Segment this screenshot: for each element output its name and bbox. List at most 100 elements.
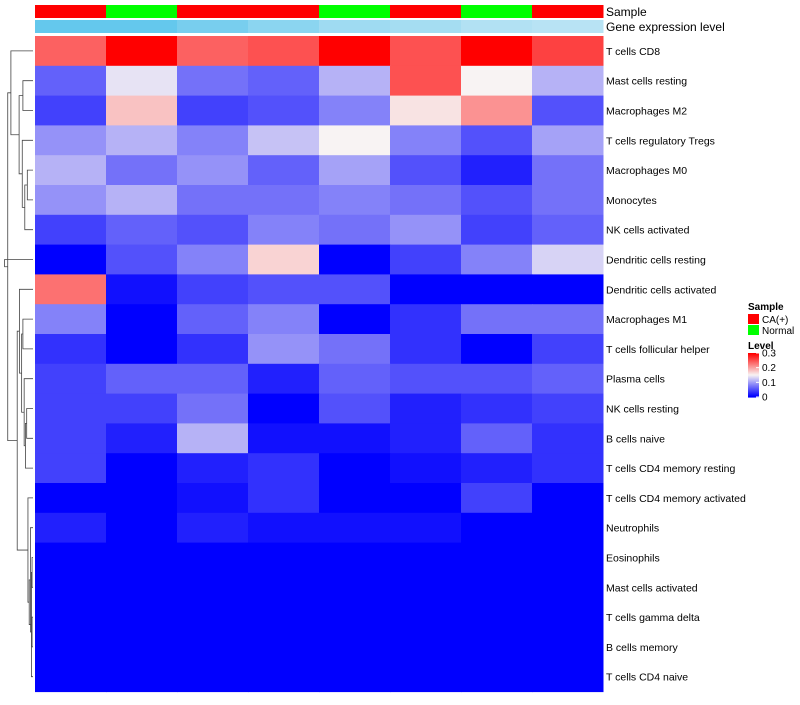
legend-tick-label: 0.2 (762, 363, 776, 374)
heatmap-cell (177, 65, 249, 97)
heatmap-cell (248, 572, 320, 603)
legend-gradient-step (748, 373, 759, 375)
heatmap-cell (248, 185, 320, 216)
heatmap-cell (319, 36, 391, 67)
dendrogram-branch (25, 423, 33, 469)
heatmap-cell (390, 602, 462, 633)
heatmap-cell (106, 453, 178, 484)
heatmap-cell (106, 185, 178, 216)
heatmap-cell (390, 65, 462, 97)
heatmap-cell (106, 423, 178, 454)
heatmap-cell (248, 542, 320, 573)
legend-gradient-step (748, 395, 759, 397)
heatmap-cell (248, 453, 320, 484)
heatmap-cell (106, 661, 178, 693)
heatmap-cell (390, 423, 462, 454)
legend-gradient-step (748, 361, 759, 363)
heatmap-cell (248, 65, 320, 97)
heatmap-cell (248, 304, 320, 335)
dendrogram-branch (27, 497, 33, 603)
row-label: T cells follicular helper (606, 344, 710, 356)
legend-gradient-step (748, 355, 759, 357)
heatmap-cell (461, 304, 533, 335)
legend-gradient-step (748, 358, 759, 360)
heatmap-cell (532, 632, 604, 663)
heatmap-cell (319, 304, 391, 335)
legend-gradient-step (748, 382, 759, 384)
row-label: Macrophages M2 (606, 106, 687, 118)
row-label: T cells CD4 naive (606, 672, 688, 684)
legend-gradient-step (748, 363, 759, 365)
heatmap-cell (35, 572, 107, 603)
dendrogram-branch (19, 288, 33, 374)
legend-gradient-step (748, 364, 759, 366)
heatmap-cell (461, 602, 533, 633)
heatmap-cell (390, 453, 462, 484)
dendrogram-branch (26, 169, 33, 201)
dendrogram-branch (30, 527, 33, 633)
heatmap-cell (35, 125, 107, 156)
heatmap-cell (390, 304, 462, 335)
heatmap-cell (390, 155, 462, 186)
heatmap-cell (248, 661, 320, 693)
heatmap-cell (390, 125, 462, 156)
row-label: T cells CD8 (606, 46, 660, 58)
heatmap-cell (461, 214, 533, 246)
heatmap-cell (319, 661, 391, 693)
heatmap-cell (532, 512, 604, 544)
heatmap-cell (390, 214, 462, 246)
heatmap-cell (177, 661, 249, 693)
sample-annotation-cell (319, 5, 391, 18)
heatmap-cell (35, 542, 107, 573)
legend-tick-label: 0 (762, 393, 768, 404)
legend-swatch (748, 314, 759, 324)
legend-gradient-step (748, 360, 759, 362)
row-label: Monocytes (606, 195, 657, 207)
heatmap-cell (177, 334, 249, 365)
heatmap-cell (390, 661, 462, 693)
heatmap-cell (106, 125, 178, 156)
row-label: NK cells resting (606, 404, 679, 416)
heatmap-cell (532, 334, 604, 365)
heatmap-cell (177, 512, 249, 544)
heatmap-cell (319, 542, 391, 573)
row-label: T cells gamma delta (606, 612, 700, 624)
legend-swatch (748, 325, 759, 335)
heatmap-cell (35, 214, 107, 246)
sample-annotation-cell (106, 5, 178, 18)
heatmap-cell (106, 304, 178, 335)
heatmap-cell (177, 244, 249, 275)
heatmap-cell (390, 363, 462, 395)
heatmap-cell (106, 512, 178, 544)
legend-gradient-step (748, 362, 759, 364)
row-label: Plasma cells (606, 374, 665, 386)
heatmap-cell (461, 274, 533, 305)
heatmap-cell (106, 155, 178, 186)
legend-sample-title: Sample (748, 302, 784, 313)
heatmap-cell (532, 304, 604, 335)
heatmap-cell (248, 36, 320, 67)
heatmap-cell (390, 36, 462, 67)
heatmap-cell (390, 334, 462, 365)
legend-gradient-step (748, 379, 759, 381)
legend-level-title: Level (748, 341, 774, 352)
heatmap-cell (177, 95, 249, 126)
heatmap-cell (35, 483, 107, 514)
heatmap-cell (177, 542, 249, 573)
heatmap-cell (106, 602, 178, 633)
heatmap-cell (35, 423, 107, 454)
heatmap-cell (248, 244, 320, 275)
legend-gradient-step (748, 389, 759, 391)
heatmap-cell (461, 393, 533, 424)
legend-gradient-step (748, 369, 759, 371)
heatmap-cell (106, 363, 178, 395)
heatmap-cell (461, 572, 533, 603)
legend-gradient-step (748, 390, 759, 392)
annotation-label-sample: Sample (606, 5, 647, 19)
row-label: B cells naive (606, 433, 665, 445)
heatmap-cell (532, 155, 604, 186)
heatmap-cell (106, 572, 178, 603)
heatmap-cell (35, 453, 107, 484)
